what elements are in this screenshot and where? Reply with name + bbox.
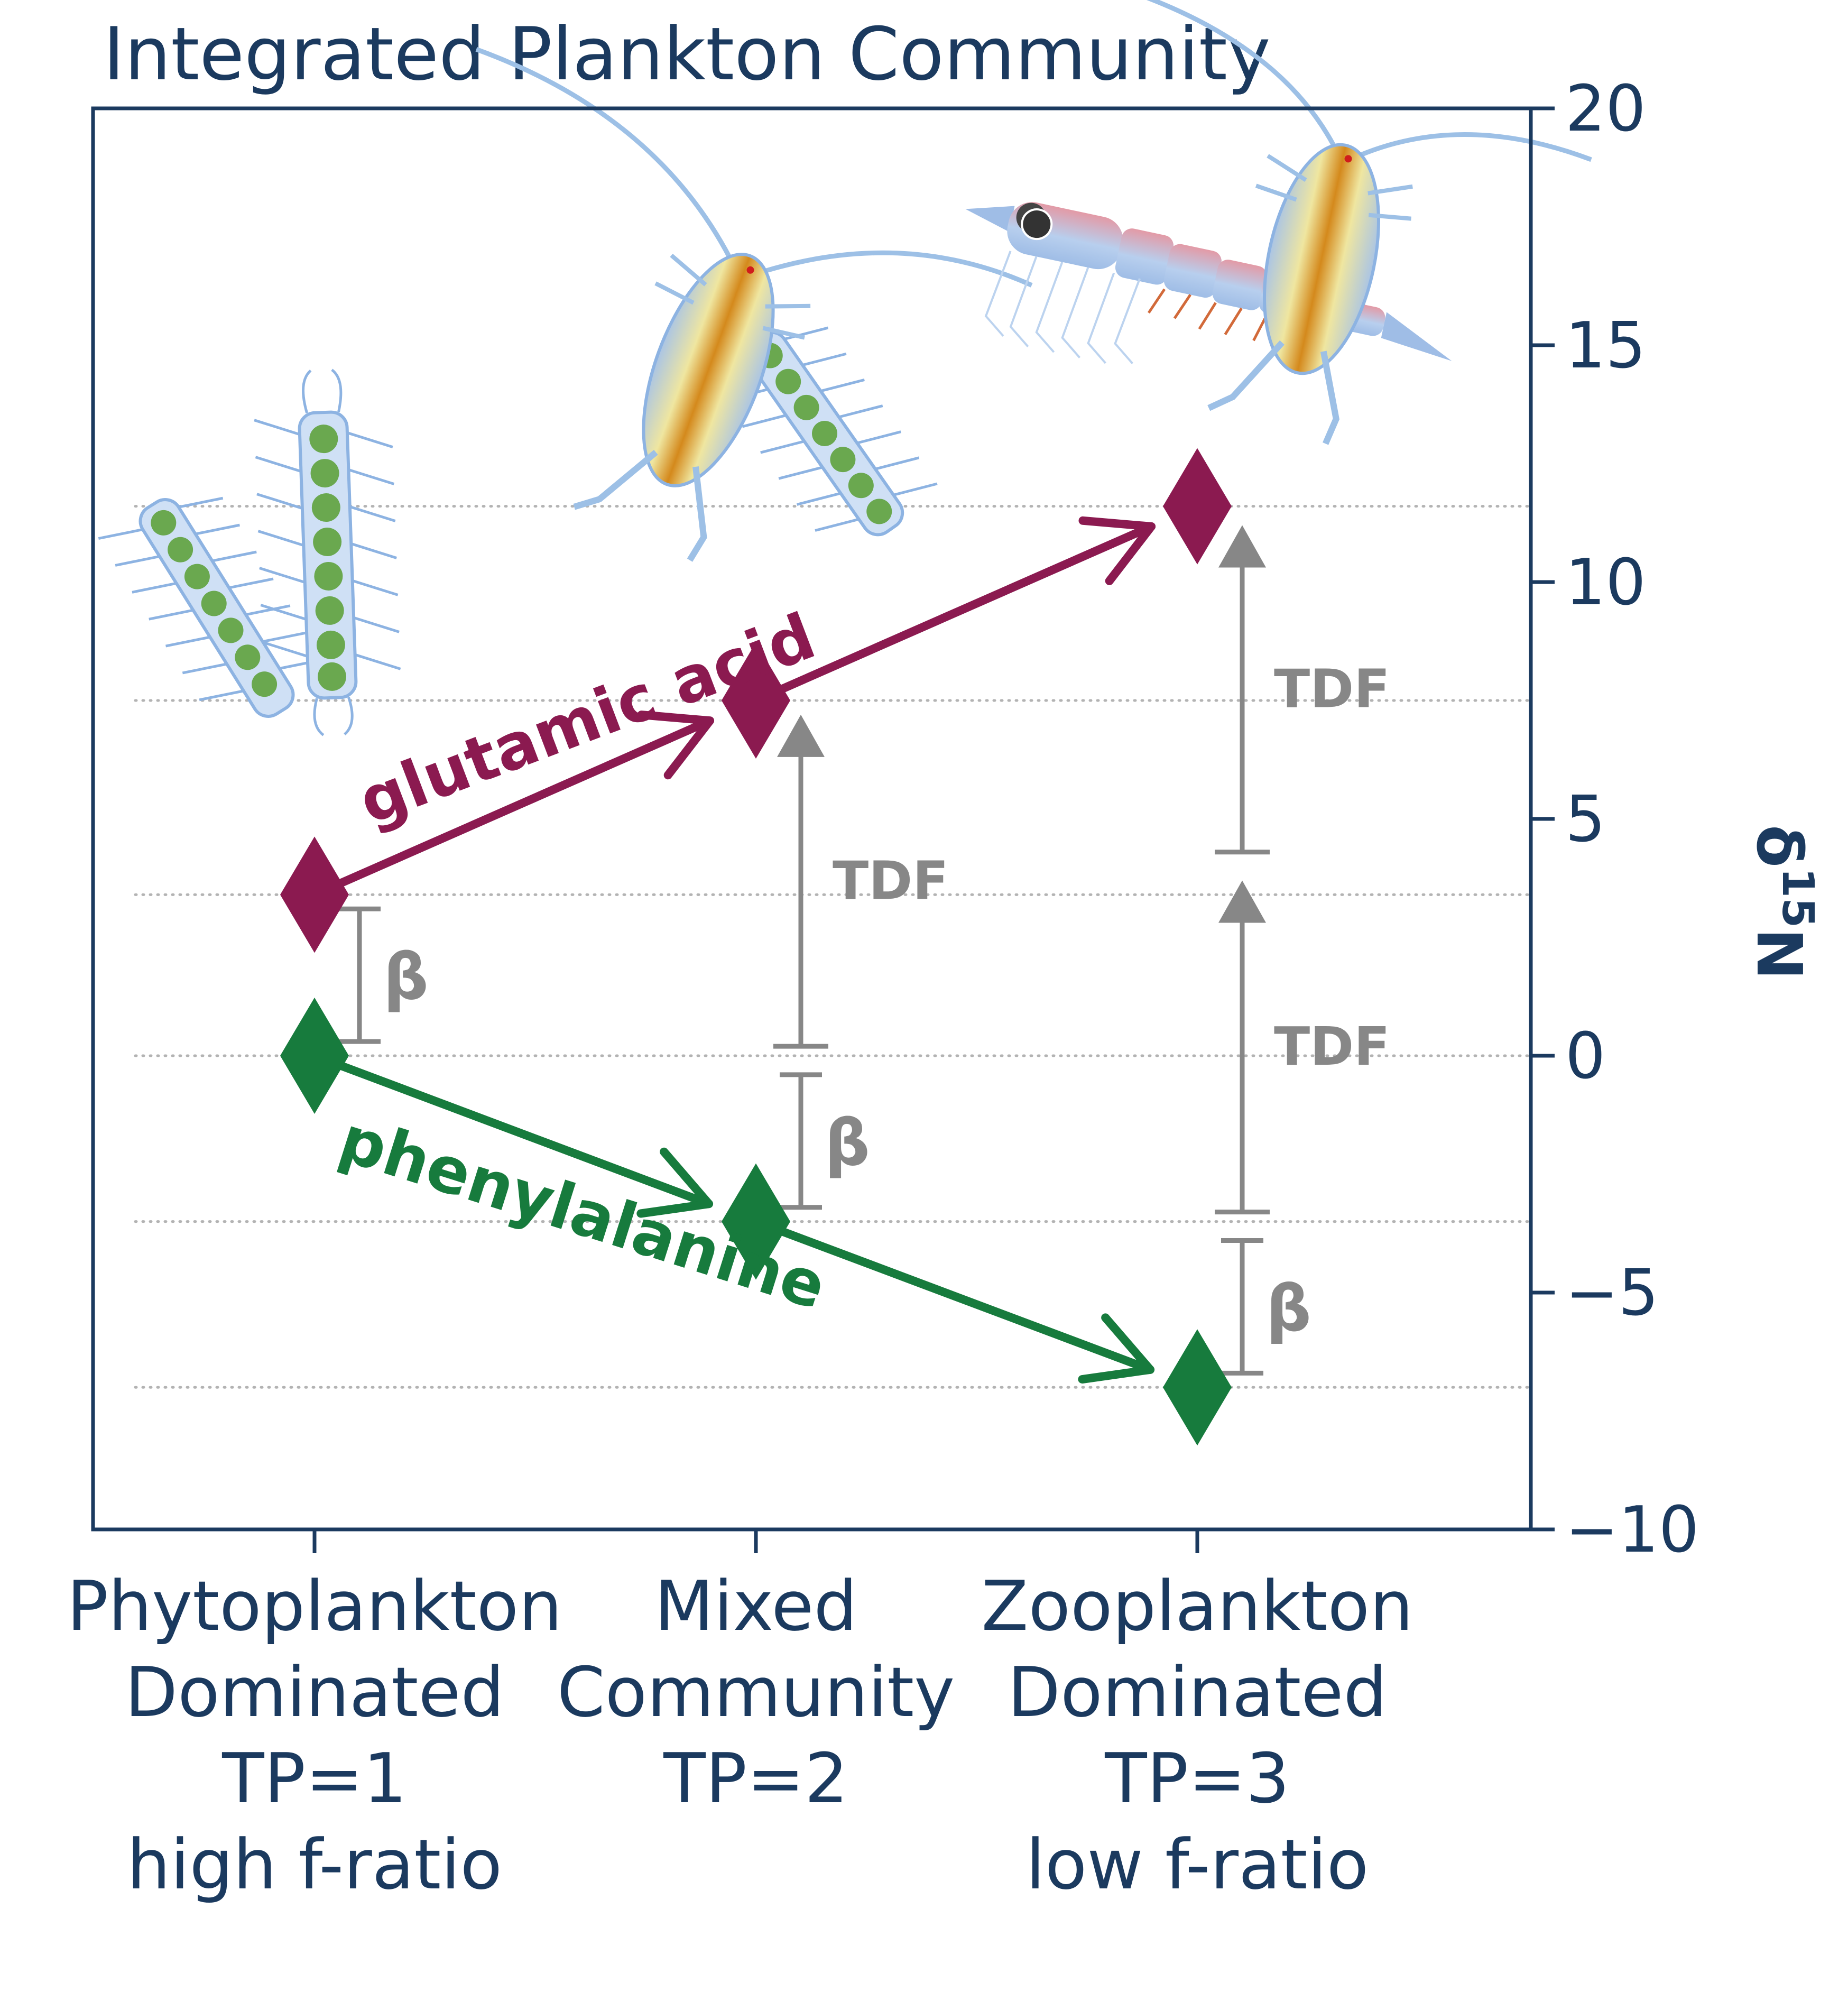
x-tick-label-line: Zooplankton — [981, 1566, 1413, 1646]
plankton-illustrations — [98, 0, 1592, 736]
x-tick-label-line: Dominated — [125, 1652, 504, 1732]
y-tick-label: 0 — [1565, 1020, 1605, 1093]
tdf-arrowhead — [1218, 880, 1266, 923]
series-arrowhead — [1078, 516, 1156, 585]
y-tick-label: 15 — [1565, 309, 1646, 383]
x-tick-label-line: TP=1 — [221, 1738, 406, 1819]
data-point — [280, 998, 349, 1114]
y-axis-label-tail: N — [1743, 928, 1816, 980]
series-line — [310, 1052, 714, 1209]
beta-label: β — [825, 1106, 870, 1180]
tdf-label: TDF — [1274, 658, 1390, 720]
beta-label: β — [1266, 1272, 1311, 1346]
y-tick-label: 5 — [1565, 783, 1605, 856]
x-tick-label-line: Dominated — [1008, 1652, 1387, 1732]
copepod-illustration — [475, 47, 1033, 562]
y-axis-label: δ15N — [1743, 825, 1823, 980]
x-tick-label-line: Phytoplankton — [67, 1566, 562, 1646]
gridlines — [134, 505, 1532, 1389]
tdf-label: TDF — [1274, 1016, 1390, 1077]
tdf-arrow: TDF — [1215, 525, 1390, 855]
tdf-label: TDF — [833, 850, 949, 911]
y-tick-label: 20 — [1565, 72, 1646, 146]
x-tick-label: Phytoplankton Dominated TP=1 high f-ratio — [67, 1566, 562, 1905]
data-point — [1163, 448, 1232, 565]
x-tick-label-line: TP=3 — [1104, 1738, 1289, 1819]
y-tick-label: −5 — [1565, 1257, 1659, 1330]
data-point — [1163, 1329, 1232, 1446]
data-point — [280, 836, 349, 953]
chart-title: Integrated Plankton Community — [103, 12, 1271, 97]
tdf-arrow: TDF — [1215, 880, 1390, 1215]
series-line — [310, 716, 715, 899]
krill-illustration — [965, 202, 1452, 364]
beta-bracket: β — [338, 906, 429, 1044]
y-tick-label: −10 — [1565, 1493, 1699, 1567]
y-axis-label-sup: 15 — [1772, 868, 1823, 928]
x-tick-label-line: TP=2 — [663, 1738, 848, 1819]
x-tick-label-line: low f-ratio — [1026, 1824, 1369, 1905]
series-arrowhead — [1078, 1313, 1155, 1384]
x-tick-label: Mixed Community TP=2 — [557, 1566, 955, 1819]
data-point — [722, 1163, 790, 1280]
copepod-illustration — [1129, 0, 1592, 445]
tdf-arrow: TDF — [773, 714, 949, 1049]
diatom-chain-illustration — [98, 496, 324, 718]
series-arrowhead — [636, 1147, 714, 1218]
series — [280, 448, 1232, 1446]
x-tick-label-line: Community — [557, 1652, 955, 1732]
beta-bracket: β — [1221, 1238, 1311, 1376]
x-tick-label-line: high f-ratio — [127, 1824, 502, 1905]
y-axis-label-main: δ — [1743, 825, 1816, 868]
y-tick-label: 10 — [1565, 546, 1646, 620]
diatom-chain-illustration — [254, 368, 401, 736]
tdf-arrowhead — [1218, 525, 1266, 568]
diatom-chain-illustration — [705, 326, 938, 537]
tdf-arrowhead — [777, 714, 825, 757]
series-arrowhead — [637, 711, 715, 780]
series-line — [752, 1217, 1155, 1374]
beta-label: β — [383, 941, 429, 1015]
series-phenylalanine — [280, 998, 1232, 1446]
annotations: β β β TDF TDF TDF — [338, 525, 1390, 1376]
x-tick-label-line: Mixed — [654, 1566, 857, 1646]
x-tick-label: Zooplankton Dominated TP=3 low f-ratio — [981, 1566, 1413, 1905]
data-point — [722, 642, 790, 759]
series-line — [752, 522, 1156, 705]
beta-bracket: β — [780, 1072, 870, 1210]
series-glutamic-acid — [280, 448, 1232, 953]
